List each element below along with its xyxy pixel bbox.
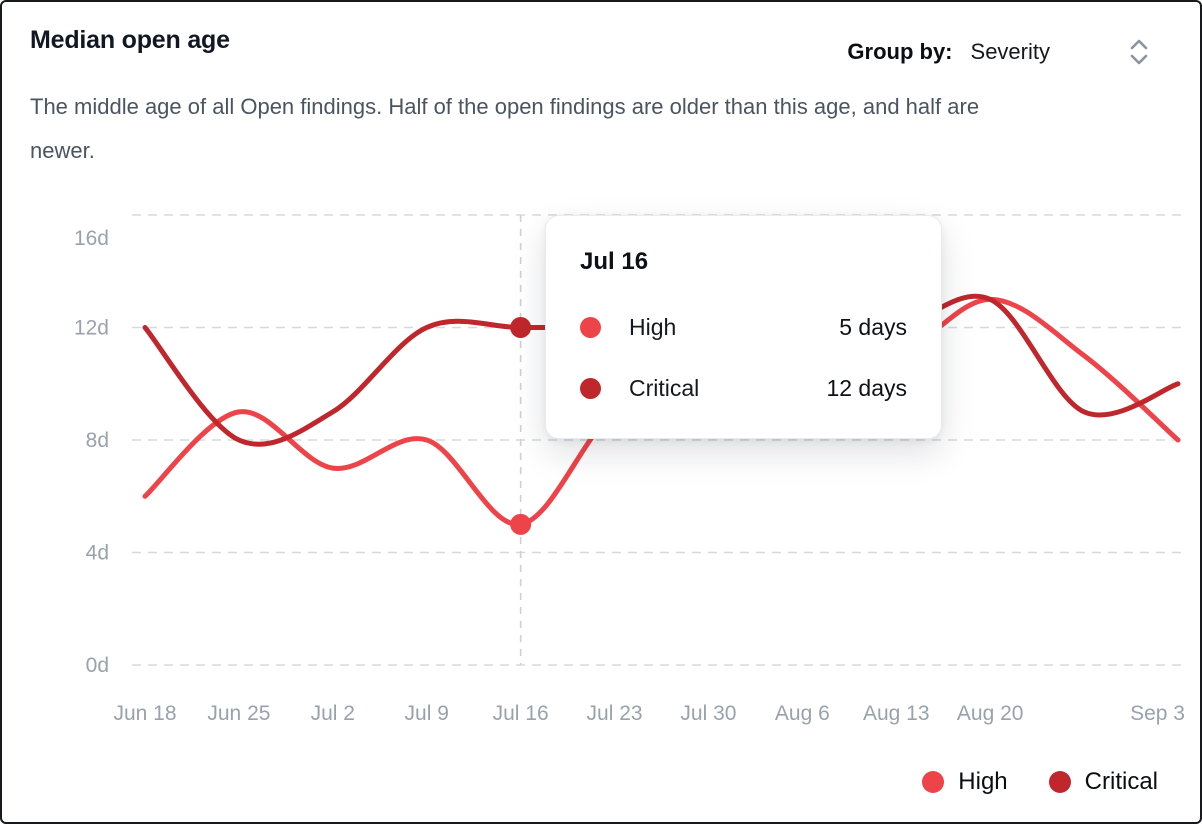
tooltip-row-critical: Critical 12 days [580,375,907,402]
chevron-up-down-icon [1128,35,1150,69]
x-axis-tick-label: Jul 2 [311,702,355,725]
high-series-dot-icon [580,317,601,338]
critical-series-dot-icon [1048,771,1071,793]
critical-series-dot-icon [580,378,601,399]
chart-tooltip: Jul 16 High 5 days Critical 12 days [545,215,942,439]
data-point-marker-critical[interactable] [510,317,532,338]
page-title: Median open age [30,26,230,54]
group-by-value: Severity [970,39,1050,64]
x-axis-tick-label: Aug 13 [863,702,930,725]
legend-item-critical[interactable]: Critical [1048,768,1158,796]
tooltip-row-label: High [629,314,677,340]
tooltip-row-high: High 5 days [580,314,907,341]
x-axis-tick-label: Jun 25 [207,702,270,725]
chart-area: 0d 4d 8d 12d 16d Jun 18 Jun 25 Jul 2 Jul 9 Jul 16… [2,192,1200,752]
x-axis-tick-label: Sep 3 [1130,702,1185,725]
y-axis-tick-label: 0d [86,654,109,677]
y-axis-tick-label: 4d [86,542,109,565]
group-by-label: Group by: [847,39,953,64]
y-axis-tick-label: 8d [86,429,109,452]
legend-label: High [958,768,1008,795]
group-by-select[interactable]: Group by: Severity [847,35,1150,69]
x-axis-tick-label: Aug 6 [775,702,830,725]
y-axis-tick-label: 16d [74,227,109,250]
high-series-dot-icon [922,771,945,793]
chart-legend: High Critical [922,768,1158,796]
x-axis-tick-label: Aug 20 [957,702,1024,725]
data-point-marker-high[interactable] [510,513,532,535]
tooltip-row-value: 5 days [839,314,907,340]
tooltip-row-label: Critical [629,375,700,401]
card-header: Median open age Group by: Severity [2,2,1200,69]
card-description: The middle age of all Open findings. Hal… [30,94,980,163]
x-axis-tick-label: Jul 16 [493,702,549,725]
legend-item-high[interactable]: High [922,768,1008,796]
x-axis-tick-label: Jul 30 [680,702,736,725]
y-axis-tick-label: 12d [74,317,109,340]
x-axis-tick-label: Jul 9 [405,702,449,725]
x-axis-tick-label: Jul 23 [587,702,643,725]
x-axis-tick-label: Jun 18 [113,702,176,725]
tooltip-row-value: 12 days [826,375,907,401]
tooltip-title: Jul 16 [580,248,649,275]
legend-label: Critical [1084,768,1158,795]
